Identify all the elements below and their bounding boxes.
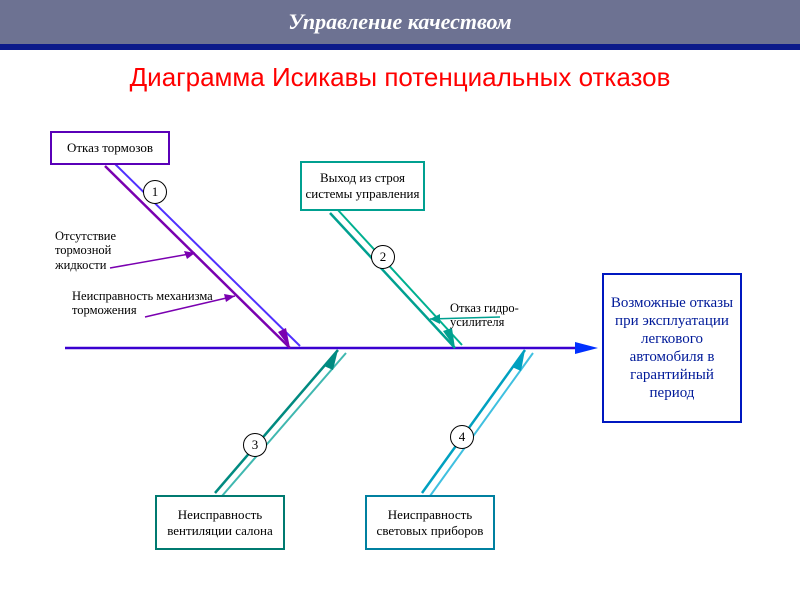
cause-4-num: 4 <box>450 425 474 449</box>
cause-1-label: Отказ тормозов <box>67 140 153 156</box>
cause-1-sub1: Отсутствие тормозной жидкости <box>55 229 145 272</box>
header-bar: Управление качеством <box>0 0 800 50</box>
cause-2-label: Выход из строя системы управления <box>305 170 420 201</box>
diagram-title: Диаграмма Исикавы потенциальных отказов <box>0 62 800 93</box>
head-node: Возможные отказы при эксплуатации легков… <box>602 273 742 423</box>
cause-box-2: Выход из строя системы управления <box>300 161 425 211</box>
header-title: Управление качеством <box>288 9 512 35</box>
cause-3-num: 3 <box>243 433 267 457</box>
cause-box-4: Неисправность световых приборов <box>365 495 495 550</box>
cause-2-sub1: Отказ гидро-усилителя <box>450 301 550 330</box>
cause-3-label: Неисправность вентиляции салона <box>160 507 280 538</box>
cause-1-num: 1 <box>143 180 167 204</box>
head-label: Возможные отказы при эксплуатации легков… <box>607 294 737 402</box>
cause-1-sub2: Неисправность механизма торможения <box>72 289 232 318</box>
ishikawa-canvas: Возможные отказы при эксплуатации легков… <box>0 103 800 583</box>
cause-2-num: 2 <box>371 245 395 269</box>
cause-box-3: Неисправность вентиляции салона <box>155 495 285 550</box>
cause-box-1: Отказ тормозов <box>50 131 170 165</box>
cause-4-label: Неисправность световых приборов <box>370 507 490 538</box>
